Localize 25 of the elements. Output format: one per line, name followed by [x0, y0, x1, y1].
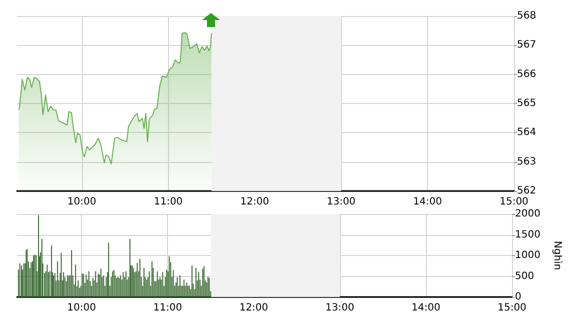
y-tick-label: 1500 — [515, 229, 540, 240]
x-tick-label: 11:00 — [153, 302, 182, 314]
x-tick-label: 15:00 — [500, 196, 528, 208]
y-tick-label: 565 — [517, 98, 536, 109]
y-tick-label: 2000 — [515, 208, 540, 220]
x-tick-label: 15:00 — [498, 302, 526, 314]
x-tick-label: 12:00 — [239, 302, 268, 314]
x-tick-label: 10:00 — [67, 302, 96, 314]
x-tick-label: 13:00 — [326, 196, 356, 208]
y-tick-label: 568 — [517, 10, 536, 22]
x-tick-label: 14:00 — [413, 196, 442, 208]
y-tick-label: 567 — [517, 40, 536, 51]
y-tick-label: 0 — [515, 292, 522, 302]
y-tick-label: 1000 — [515, 250, 540, 261]
y-tick-label: 500 — [515, 270, 534, 282]
y-tick-label: 564 — [517, 127, 536, 138]
x-tick-label: 11:00 — [154, 196, 183, 208]
y-tick-label: 563 — [517, 156, 536, 168]
x-tick-label: 12:00 — [240, 196, 270, 208]
x-tick-label: 10:00 — [67, 196, 96, 208]
x-tick-label: 14:00 — [412, 302, 440, 314]
y-axis-title: Nghìn — [552, 240, 562, 270]
y-tick-label: 562 — [517, 186, 536, 196]
y-tick-label: 566 — [517, 68, 536, 80]
x-tick-label: 13:00 — [325, 302, 354, 314]
